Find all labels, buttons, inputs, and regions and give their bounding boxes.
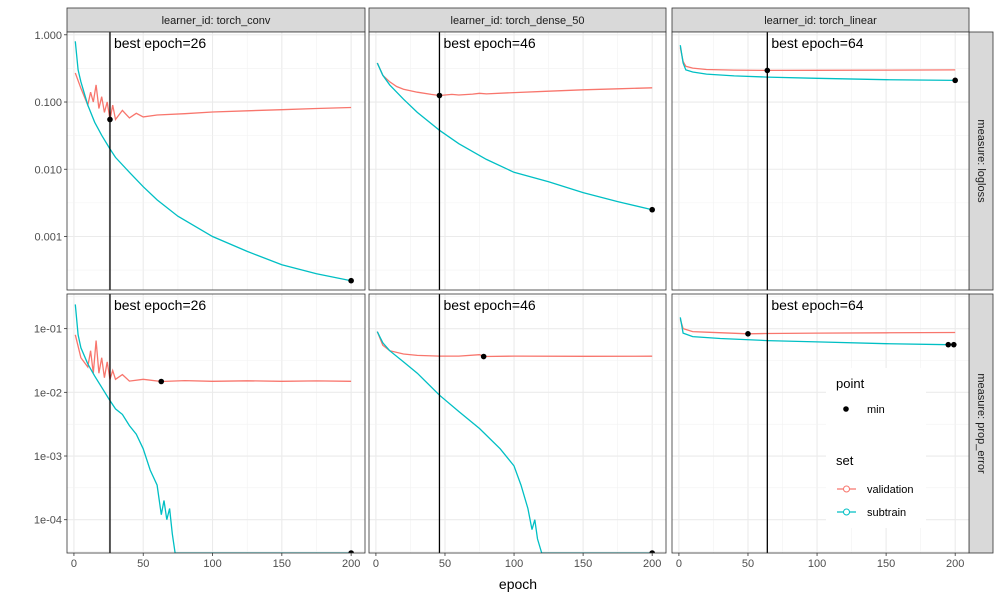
min-point [952, 77, 958, 84]
legend-key-min [843, 406, 849, 412]
panel-border [671, 31, 970, 291]
strip-logloss [968, 31, 994, 291]
panel-border [368, 31, 667, 291]
legend-label-min: min [867, 404, 885, 416]
panel-bg [67, 32, 365, 290]
y-tick-label: 0.100 [34, 97, 62, 109]
legend-key-validation [843, 485, 850, 493]
series-line-validation [74, 334, 352, 383]
series-line-subtrain [376, 331, 653, 553]
series-line-subtrain [376, 62, 653, 211]
strip-label-torch_linear: learner_id: torch_linear [764, 15, 877, 27]
series-line-subtrain [74, 41, 352, 282]
legend-box [826, 368, 926, 528]
legend-label-subtrain: subtrain [867, 507, 906, 519]
y-tick-label: 1e-03 [34, 451, 62, 463]
strip-label-torch_conv: learner_id: torch_conv [162, 15, 271, 27]
min-point [745, 331, 751, 337]
y-tick-label: 0.010 [34, 164, 62, 176]
min-point [107, 116, 113, 123]
x-tick-label: 100 [203, 558, 221, 570]
strip-torch_linear [671, 7, 970, 33]
x-tick-label: 0 [373, 558, 379, 570]
panel-border [368, 293, 667, 554]
x-tick-label: 150 [877, 558, 895, 570]
x-tick-label: 200 [946, 558, 964, 570]
best-epoch-label: best epoch=26 [114, 297, 206, 313]
strip-label-torch_dense_50: learner_id: torch_dense_50 [451, 15, 585, 27]
x-tick-label: 200 [342, 558, 360, 570]
min-point [158, 378, 165, 385]
strip-prop_error [968, 293, 994, 554]
panel-border [66, 31, 366, 291]
best-epoch-label: best epoch=26 [114, 35, 206, 51]
strip-label-prop_error: measure: prop_error [975, 373, 987, 474]
x-tick-label: 150 [574, 558, 592, 570]
best-epoch-label: best epoch=46 [443, 35, 535, 51]
series-line-subtrain [679, 45, 956, 82]
strip-torch_conv [66, 7, 366, 33]
min-point [348, 550, 354, 553]
series-line-validation [679, 47, 956, 72]
y-tick-label: 1e-04 [34, 515, 62, 527]
x-tick-label: 100 [808, 558, 826, 570]
min-point [436, 92, 443, 99]
series-line-validation [376, 62, 653, 97]
series-line-subtrain [74, 304, 352, 553]
strip-label-logloss: measure: logloss [975, 119, 987, 203]
panel-bg [67, 294, 365, 553]
min-point [945, 341, 952, 348]
best-epoch-label: best epoch=64 [771, 35, 863, 51]
y-tick-label: 1e-01 [34, 324, 62, 336]
min-point [951, 341, 957, 348]
legend-title-set: set [836, 453, 854, 468]
x-tick-label: 50 [137, 558, 149, 570]
legend-label-validation: validation [867, 484, 913, 496]
panel-border [66, 293, 366, 554]
x-axis-title: epoch [499, 576, 537, 592]
strip-torch_dense_50 [368, 7, 667, 33]
x-tick-label: 50 [439, 558, 451, 570]
panel-bg [369, 294, 666, 553]
best-epoch-label: best epoch=64 [771, 297, 863, 313]
x-tick-label: 50 [742, 558, 754, 570]
best-epoch-label: best epoch=46 [443, 297, 535, 313]
y-tick-label: 1.000 [34, 30, 62, 42]
legend-title-point: point [836, 376, 865, 391]
x-tick-label: 200 [643, 558, 661, 570]
min-point [649, 206, 655, 213]
min-point [480, 353, 487, 360]
y-tick-label: 0.001 [34, 231, 62, 243]
x-tick-label: 150 [273, 558, 291, 570]
x-tick-label: 100 [505, 558, 523, 570]
x-tick-label: 0 [676, 558, 682, 570]
panel-bg [369, 32, 666, 290]
series-line-validation [74, 72, 352, 122]
legend-key-subtrain [843, 508, 850, 516]
panel-border [671, 293, 970, 554]
x-tick-label: 0 [71, 558, 77, 570]
y-tick-label: 1e-02 [34, 387, 62, 399]
min-point [764, 67, 771, 74]
min-point [348, 277, 354, 284]
min-point [649, 550, 655, 553]
